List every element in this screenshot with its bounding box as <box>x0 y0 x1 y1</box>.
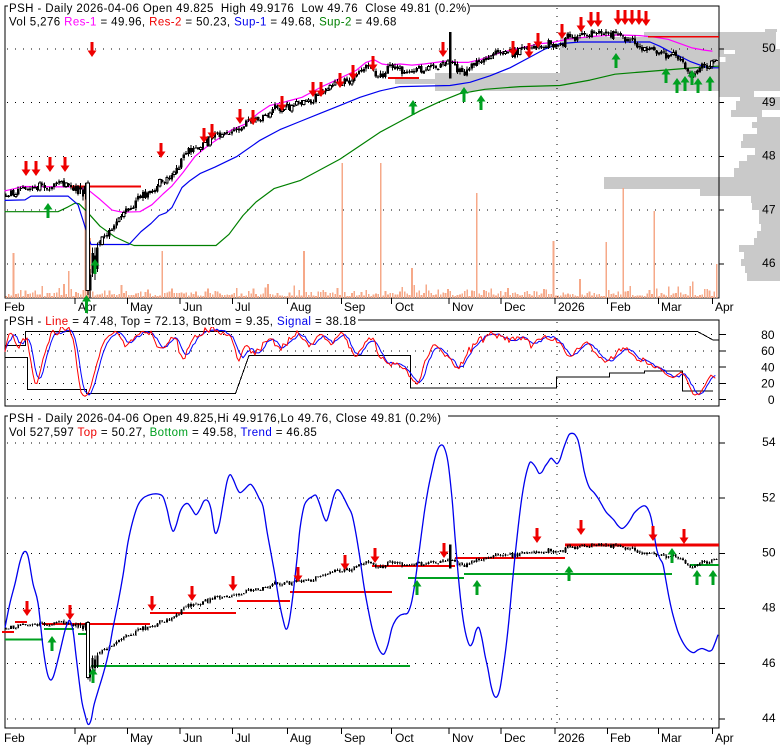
svg-text:50: 50 <box>762 546 776 560</box>
svg-text:80: 80 <box>761 328 775 342</box>
svg-text:Nov: Nov <box>452 300 473 314</box>
svg-text:Feb: Feb <box>4 731 25 745</box>
svg-text:44: 44 <box>762 711 776 725</box>
svg-text:Mar: Mar <box>661 300 682 314</box>
svg-text:Feb: Feb <box>610 300 631 314</box>
svg-text:Apr: Apr <box>78 731 97 745</box>
svg-text:0: 0 <box>768 393 775 407</box>
svg-text:PSH - Line = 47.48, Top = 72.1: PSH - Line = 47.48, Top = 72.13, Bottom … <box>9 316 356 328</box>
svg-text:Oct: Oct <box>395 731 414 745</box>
svg-text:Dec: Dec <box>504 731 525 745</box>
svg-text:46: 46 <box>762 256 776 270</box>
svg-text:Sep: Sep <box>344 300 366 314</box>
svg-text:2026: 2026 <box>558 300 585 314</box>
svg-text:PSH - Daily 2026-04-06 Open 49: PSH - Daily 2026-04-06 Open 49.825,Hi 49… <box>9 413 441 425</box>
svg-text:Vol 527,597 Top = 50.27, Botto: Vol 527,597 Top = 50.27, Bottom = 49.58,… <box>9 427 317 439</box>
svg-text:May: May <box>130 300 153 314</box>
svg-text:Aug: Aug <box>290 731 311 745</box>
svg-text:Aug: Aug <box>290 300 311 314</box>
svg-text:Jul: Jul <box>235 731 250 745</box>
svg-text:Oct: Oct <box>395 300 414 314</box>
svg-text:60: 60 <box>761 344 775 358</box>
svg-text:Sep: Sep <box>344 731 366 745</box>
svg-text:49: 49 <box>762 95 776 109</box>
svg-text:Vol 5,276 Res-1 = 49.96, Res-2: Vol 5,276 Res-1 = 49.96, Res-2 = 50.23, … <box>9 17 397 29</box>
svg-text:Feb: Feb <box>4 300 25 314</box>
svg-text:54: 54 <box>762 435 776 449</box>
svg-text:20: 20 <box>761 377 775 391</box>
svg-text:Apr: Apr <box>715 731 734 745</box>
svg-text:Jun: Jun <box>183 731 202 745</box>
svg-text:52: 52 <box>762 490 776 504</box>
svg-text:Dec: Dec <box>504 300 525 314</box>
svg-text:Nov: Nov <box>452 731 473 745</box>
svg-text:46: 46 <box>762 656 776 670</box>
svg-text:40: 40 <box>761 360 775 374</box>
svg-text:Apr: Apr <box>715 300 734 314</box>
svg-text:48: 48 <box>762 601 776 615</box>
svg-text:2026: 2026 <box>558 731 585 745</box>
svg-text:May: May <box>130 731 153 745</box>
svg-text:Mar: Mar <box>661 731 682 745</box>
svg-text:47: 47 <box>762 202 776 216</box>
svg-text:Jun: Jun <box>183 300 202 314</box>
svg-text:PSH - Daily 2026-04-06 Open 49: PSH - Daily 2026-04-06 Open 49.825 High … <box>9 3 471 15</box>
svg-text:50: 50 <box>762 41 776 55</box>
svg-text:Feb: Feb <box>610 731 631 745</box>
svg-text:48: 48 <box>762 149 776 163</box>
svg-text:Jul: Jul <box>235 300 250 314</box>
